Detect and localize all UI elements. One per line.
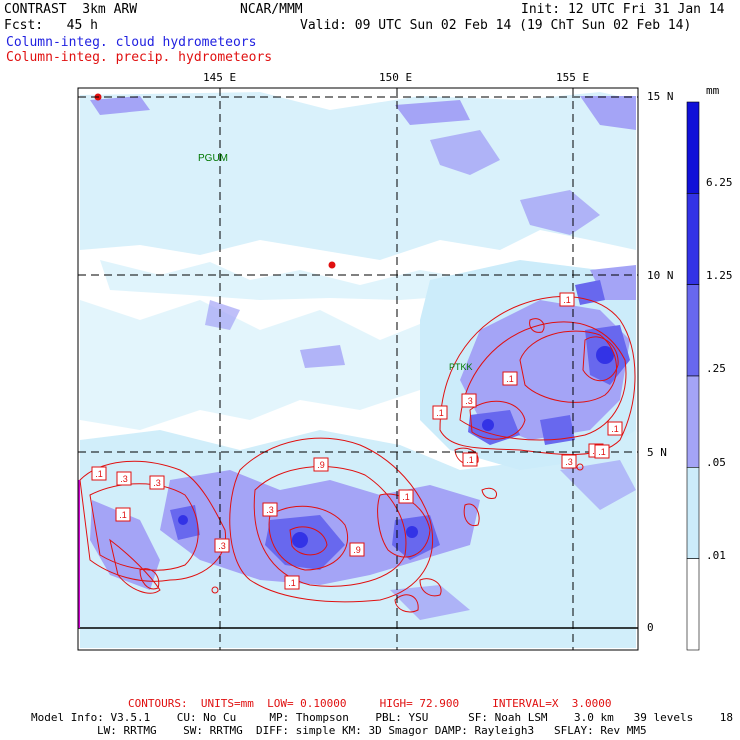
contour-label-box <box>461 393 477 408</box>
lat-label-0: 0 <box>647 621 654 634</box>
contour-label-box <box>594 444 610 459</box>
colorbar-segment-1 <box>686 193 700 285</box>
contour-label: .1 <box>611 424 619 434</box>
contour-label: .3 <box>153 478 161 488</box>
contour-label: .3 <box>266 505 274 515</box>
contour-label-box <box>262 502 278 517</box>
contour-label-box <box>91 466 107 481</box>
contour-info: CONTOURS: UNITS=mm LOW= 0.10000 HIGH= 72… <box>128 697 612 710</box>
contour-label: .1 <box>119 510 127 520</box>
field-precip-title: Column-integ. precip. hydrometeors <box>6 50 273 65</box>
contour-label: .1 <box>563 295 571 305</box>
colorbar-label-6.25: 6.25 <box>706 176 733 189</box>
contour-label-box <box>115 507 131 522</box>
contour-label: .1 <box>436 408 444 418</box>
contour-label: .3 <box>218 541 226 551</box>
contour-label: .3 <box>565 457 573 467</box>
colorbar-segment-3 <box>686 375 700 468</box>
contour-label: .1 <box>506 374 514 384</box>
colorbar-label-.05: .05 <box>706 456 726 469</box>
cloud-shading <box>80 92 636 648</box>
colorbar-segment-4 <box>686 467 700 559</box>
contour-label: .9 <box>317 460 325 470</box>
contour-label: .1 <box>466 455 474 465</box>
station-pgum: PGUM <box>198 153 228 164</box>
colorbar-label-.25: .25 <box>706 362 726 375</box>
colorbar-label-1.25: 1.25 <box>706 269 733 282</box>
contour-label-box <box>502 371 518 386</box>
contour-label-box <box>349 542 365 557</box>
colorbar-segment-0 <box>686 101 700 194</box>
colorbar-segment-5 <box>686 558 700 651</box>
contour-label: .3 <box>120 474 128 484</box>
lon-label-150: 150 E <box>379 71 413 84</box>
model-title: CONTRAST 3km ARW <box>4 2 138 17</box>
contour-label-box <box>214 538 230 553</box>
colorbar-unit: mm <box>706 84 720 97</box>
contour-label: .1 <box>95 469 103 479</box>
field-cloud-title: Column-integ. cloud hydrometeors <box>6 35 257 50</box>
colorbar-label-.01: .01 <box>706 549 726 562</box>
contour-label-box <box>284 575 300 590</box>
lon-label-145: 145 E <box>203 71 237 84</box>
contour-label-box <box>116 471 132 486</box>
contour-label-box <box>462 452 478 467</box>
lat-label-5n: 5 N <box>647 446 667 459</box>
center-name: NCAR/MMM <box>240 2 303 17</box>
contour-label-box <box>313 457 329 472</box>
map-border <box>77 87 639 651</box>
stations: PGUM PTKK <box>198 153 473 372</box>
contour-label: .1 <box>288 578 296 588</box>
contour-labels: .1.1.1.3.1.3.3.1.9.3.3.9.1.9.1.1.3.1.1 <box>91 292 623 590</box>
lat-label-10n: 10 N <box>647 269 674 282</box>
cloud-darkest-cores <box>178 346 614 548</box>
contour-label-box <box>432 405 448 420</box>
contour-label: .1 <box>598 447 606 457</box>
lat-label-15n: 15 N <box>647 90 674 103</box>
model-info-line1: Model Info: V3.5.1 CU: No Cu MP: Thompso… <box>31 711 740 724</box>
contour-label-box <box>559 292 575 307</box>
contour-label-box <box>149 475 165 490</box>
contour-label-box <box>398 489 414 504</box>
station-ptkk: PTKK <box>449 362 473 372</box>
colorbar <box>686 101 700 651</box>
init-time: Init: 12 UTC Fri 31 Jan 14 <box>521 2 725 17</box>
contour-label: .9 <box>353 545 361 555</box>
contour-label-box <box>561 454 577 469</box>
contour-label: .1 <box>402 492 410 502</box>
colorbar-segment-2 <box>686 284 700 377</box>
lat-lon-grid <box>78 88 638 650</box>
model-info-line2: LW: RRTMG SW: RRTMG DIFF: simple KM: 3D … <box>97 724 647 737</box>
forecast-hour: Fcst: 45 h <box>4 18 98 33</box>
valid-time: Valid: 09 UTC Sun 02 Feb 14 (19 ChT Sun … <box>300 18 692 33</box>
contour-label: .3 <box>465 396 473 406</box>
contour-label-box <box>607 421 623 436</box>
lon-label-155: 155 E <box>556 71 590 84</box>
